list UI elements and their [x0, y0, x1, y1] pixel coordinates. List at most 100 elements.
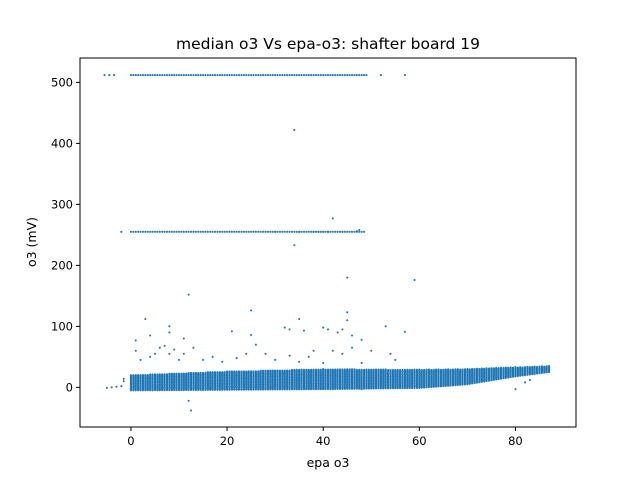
data-point	[201, 371, 205, 374]
data-point	[274, 369, 277, 372]
data-point	[271, 74, 274, 77]
data-point	[502, 366, 505, 370]
data-point	[329, 368, 332, 371]
data-point	[257, 370, 260, 373]
data-point	[521, 366, 524, 369]
data-point	[137, 74, 140, 77]
data-point	[326, 368, 330, 371]
data-point	[447, 368, 450, 371]
data-point	[185, 74, 188, 77]
data-point	[348, 74, 351, 77]
data-point	[293, 368, 296, 371]
data-point	[228, 370, 231, 373]
data-point	[240, 74, 243, 77]
data-point	[187, 230, 190, 233]
data-point	[278, 74, 281, 77]
data-point	[194, 74, 197, 77]
data-point	[312, 368, 315, 371]
data-point	[375, 368, 378, 371]
data-point	[165, 373, 169, 376]
data-point	[543, 365, 546, 368]
data-point	[314, 74, 318, 77]
data-point	[165, 74, 169, 77]
data-point	[536, 365, 539, 368]
data-point	[238, 74, 241, 77]
data-point	[192, 371, 195, 374]
data-point	[235, 370, 238, 373]
data-point	[185, 230, 188, 233]
data-point	[206, 230, 209, 233]
data-point	[372, 368, 375, 371]
data-point	[170, 74, 173, 77]
data-point	[209, 371, 212, 374]
data-point	[355, 74, 358, 77]
data-point	[211, 74, 214, 77]
data-point	[132, 74, 135, 77]
data-point	[163, 74, 166, 77]
data-point	[199, 371, 202, 374]
data-point	[399, 368, 402, 371]
data-point	[365, 368, 368, 371]
data-point	[310, 74, 313, 77]
data-point	[137, 374, 140, 377]
data-point	[442, 368, 445, 371]
data-point	[182, 372, 185, 375]
data-point	[334, 368, 337, 371]
data-point	[538, 365, 541, 368]
data-point	[144, 74, 147, 77]
data-point	[158, 230, 161, 233]
data-point	[281, 74, 284, 77]
data-point	[331, 74, 334, 77]
data-point	[144, 374, 147, 377]
data-point	[545, 365, 548, 368]
data-point	[173, 372, 176, 375]
data-point	[180, 230, 183, 233]
data-point	[221, 74, 224, 77]
data-point	[363, 368, 366, 371]
data-point	[300, 74, 303, 77]
data-point	[177, 372, 181, 375]
data-point	[439, 368, 443, 371]
data-points	[103, 74, 551, 412]
data-point	[185, 372, 188, 375]
data-point	[274, 74, 277, 77]
data-point	[139, 74, 142, 77]
data-point	[319, 74, 322, 77]
data-point	[168, 230, 171, 233]
data-point	[396, 368, 399, 371]
data-point	[197, 74, 200, 77]
data-point	[211, 371, 214, 374]
data-point	[211, 230, 214, 233]
data-point	[444, 368, 447, 371]
data-point	[161, 373, 164, 376]
data-point	[343, 368, 346, 371]
data-point	[189, 74, 193, 77]
data-point	[276, 74, 279, 77]
data-point	[290, 368, 294, 371]
data-point	[206, 74, 209, 77]
data-point	[266, 74, 269, 77]
data-point	[365, 74, 368, 77]
data-point	[153, 230, 157, 233]
data-point	[338, 368, 342, 371]
data-point	[247, 74, 250, 77]
data-point	[129, 74, 132, 77]
data-point	[329, 74, 332, 77]
data-point	[146, 374, 149, 377]
data-point	[187, 74, 190, 77]
data-point	[149, 373, 152, 376]
data-point	[490, 367, 493, 370]
data-point	[487, 367, 491, 370]
data-point	[201, 230, 205, 233]
data-point	[271, 369, 274, 372]
data-point	[360, 74, 363, 77]
data-point	[173, 74, 176, 77]
data-point	[175, 74, 178, 77]
data-point	[358, 74, 361, 77]
data-point	[336, 74, 339, 77]
data-point	[189, 371, 193, 375]
data-point	[242, 74, 245, 77]
data-point	[257, 74, 260, 77]
data-point	[250, 74, 253, 77]
data-point	[163, 373, 166, 376]
